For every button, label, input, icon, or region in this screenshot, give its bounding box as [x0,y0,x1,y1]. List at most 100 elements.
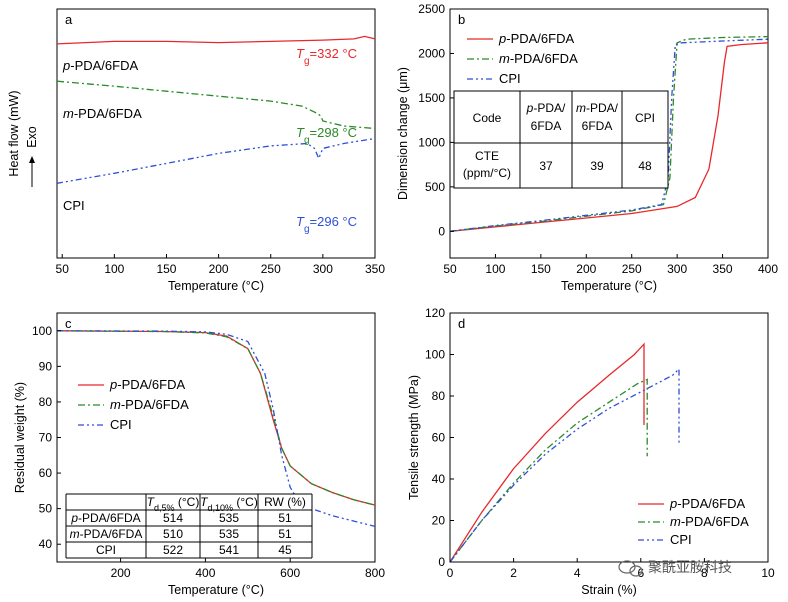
tga-table-header: RW (%) [264,495,306,509]
tga-header-unit: (°C) [233,495,258,509]
series-name-a-prefix: p [62,58,70,73]
tga-table-cell: 510 [163,527,183,541]
x-tick-label-d: 8 [701,566,708,580]
x-tick-label-b: 350 [713,262,733,276]
x-tick-label-b: 250 [622,262,642,276]
tg-subscript: g [304,224,310,235]
x-tick-label-c: 400 [195,566,215,580]
tga-table-cell: 51 [278,511,292,525]
tga-table-header: Td,10% (°C) [200,495,258,513]
plot-frame-b [449,8,769,259]
legend-label-d-prefix: p [669,496,677,511]
tg-annotation-a: Tg=332 °C [296,46,357,67]
series-line-a-cpi [56,137,376,184]
cte-table-border [453,90,669,189]
panel-letter-a: a [65,12,73,27]
y-tick-label-b: 1000 [418,135,445,149]
tga-table-row-label-prefix: p [70,511,78,525]
legend-label-c-suffix: -PDA/6FDA [117,377,185,392]
watermark: 聚酰亚胺科技 [618,559,732,577]
legend-label-c: CPI [110,417,132,432]
tga-table-cell: 535 [219,527,239,541]
tga-table-row-label: m-PDA/6FDA [70,527,143,541]
series-line-c-p-pda-6fda [56,330,376,506]
y-tick-label-d: 60 [432,431,446,445]
x-tick-label-c: 600 [280,566,300,580]
series-name-a-prefix: m [63,106,74,121]
legend-label-b: m-PDA/6FDA [499,51,578,66]
y-tick-label-c: 90 [39,359,53,373]
cte-table-header-suffix: -PDA/ [586,101,619,115]
y-tick-label-b: 2500 [418,2,445,16]
cte-table-header: Code [473,111,502,125]
tg-annotation-a: Tg=298 °C [296,125,357,146]
panel-b: 50 100 150 200 250 300 350 400 0 500 1000 1500 2000 2… [396,2,778,293]
x-tick-label-b: 200 [576,262,596,276]
tga-table-cell: 45 [278,543,292,557]
cte-table-header: 6FDA [582,119,613,133]
series-name-a-suffix: -PDA/6FDA [70,58,138,73]
tga-table-header: Td,5% (°C) [147,495,200,513]
x-tick-label-a: 300 [313,262,333,276]
legend-label-c-prefix: p [109,377,117,392]
series-name-a-suffix: -PDA/6FDA [74,106,142,121]
x-tick-label-c: 800 [365,566,385,580]
tg-symbol: T [296,46,305,61]
cte-table-header: 6FDA [531,119,562,133]
cte-table-cell: 37 [539,159,553,173]
cte-table-header-prefix: m [576,101,586,115]
series-name-a: CPI [63,198,85,213]
y-axis-label-c: Residual weight (%) [13,382,27,493]
tga-header-symbol: T [200,495,209,509]
x-tick-label-a: 50 [56,262,70,276]
y-tick-label-b: 500 [425,180,445,194]
y-tick-label-d: 120 [425,306,445,320]
tga-table-cell: 51 [278,527,292,541]
tga-table-row-label-prefix: m [70,527,80,541]
y-tick-label-d: 0 [438,555,445,569]
tga-header-sub: d,5% [154,503,175,513]
x-tick-label-b: 50 [443,262,457,276]
tg-symbol: T [296,214,305,229]
x-tick-label-b: 400 [758,262,778,276]
y-tick-label-c: 40 [39,537,53,551]
legend-label-b-prefix: m [499,51,510,66]
tg-value: =296 °C [310,214,357,229]
legend-label-d-prefix: m [670,514,681,529]
wechat-icon [618,560,643,577]
y-tick-label-c: 60 [39,466,53,480]
tga-header-symbol: T [147,495,156,509]
series-line-a-m-pda-6fda [56,80,376,130]
y-tick-label-c: 80 [39,395,53,409]
tga-table-cell: 514 [163,511,183,525]
cte-table-header-prefix: p [526,101,534,115]
legend-label-c: m-PDA/6FDA [110,397,189,412]
watermark-text: 聚酰亚胺科技 [648,559,732,575]
legend-label-b-prefix: p [498,31,506,46]
x-tick-label-d: 2 [510,566,517,580]
legend-label-d: p-PDA/6FDA [669,496,745,511]
y-tick-label-d: 100 [425,348,445,362]
series-line-d-p-pda-6fda [449,342,645,563]
exo-label-a: Exo [25,126,39,148]
y-tick-label-c: 50 [39,502,53,516]
legend-label-d: m-PDA/6FDA [670,514,749,529]
cte-table-row-label: CTE [475,149,499,163]
tg-subscript: g [304,56,310,67]
cte-table-header: m-PDA/ [576,101,619,115]
x-tick-label-b: 300 [667,262,687,276]
x-tick-label-a: 150 [156,262,176,276]
x-tick-label-b: 150 [531,262,551,276]
y-axis-label-a: Heat flow (mW) [7,90,21,176]
x-tick-label-d: 10 [761,566,775,580]
cte-table-cell: 48 [638,159,652,173]
tg-value: =332 °C [310,46,357,61]
tga-table-row-label: CPI [96,543,116,557]
tga-table-cell: 522 [163,543,183,557]
series-line-b-m-pda-6fda [449,35,769,232]
x-tick-label-a: 250 [261,262,281,276]
x-tick-label-a: 100 [104,262,124,276]
exo-arrow-head [29,156,35,163]
